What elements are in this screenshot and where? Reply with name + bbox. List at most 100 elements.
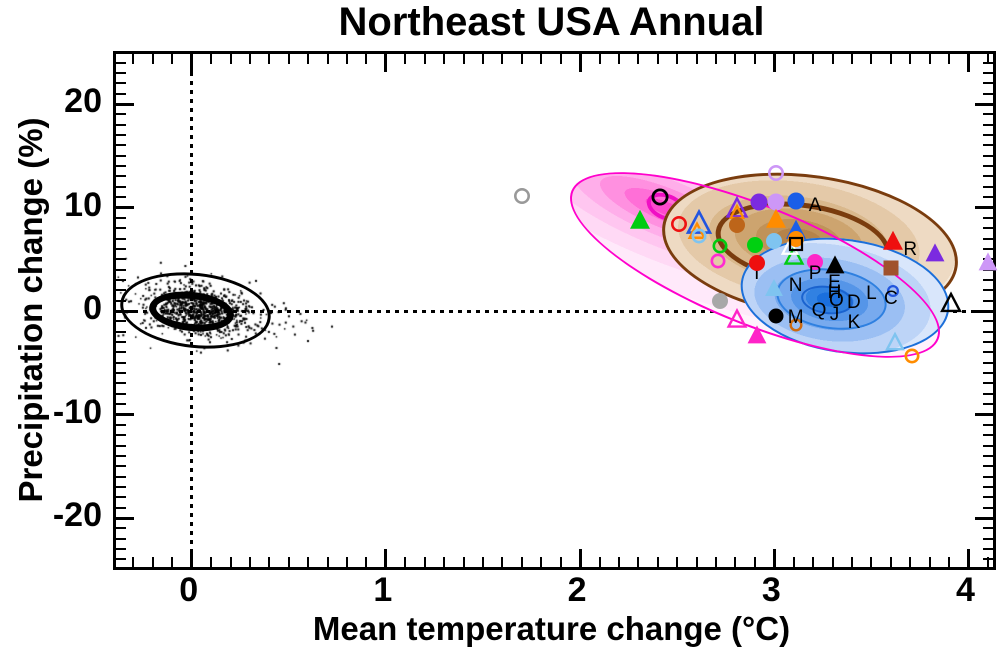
- tick: [975, 102, 993, 106]
- tick: [983, 278, 993, 281]
- marker-filled-triangle: [765, 279, 784, 297]
- marker-open-triangle: [685, 208, 712, 234]
- tick: [116, 227, 126, 230]
- tick: [656, 557, 659, 567]
- tick: [116, 392, 126, 395]
- tick: [983, 165, 993, 168]
- tick: [715, 54, 718, 64]
- model-letter-I: I: [754, 262, 760, 284]
- model-letter-E: E: [828, 272, 841, 294]
- tick: [116, 237, 126, 240]
- tick: [983, 465, 993, 468]
- tick: [384, 54, 388, 72]
- tick: [753, 54, 756, 64]
- tick: [365, 557, 368, 567]
- tick: [983, 372, 993, 375]
- tick: [676, 54, 679, 64]
- model-letter-N: N: [788, 275, 803, 297]
- tick: [983, 485, 993, 488]
- tick: [116, 516, 134, 520]
- tick: [983, 403, 993, 406]
- tick: [116, 372, 126, 375]
- x-tick-label: 0: [179, 571, 199, 609]
- tick: [983, 330, 993, 333]
- tick: [983, 134, 993, 137]
- tick: [983, 558, 993, 561]
- tick: [116, 537, 126, 540]
- tick: [520, 557, 523, 567]
- marker-open-circle: [671, 216, 688, 233]
- tick: [559, 557, 562, 567]
- marker-filled-square: [883, 260, 899, 276]
- tick: [909, 54, 912, 64]
- marker-open-circle: [513, 188, 530, 205]
- tick: [116, 309, 134, 313]
- tick: [116, 165, 126, 168]
- marker-filled-circle: [711, 292, 728, 309]
- marker-open-square: [788, 237, 803, 252]
- tick: [983, 496, 993, 499]
- tick: [559, 54, 562, 64]
- tick: [151, 54, 154, 64]
- tick: [132, 557, 135, 567]
- tick: [116, 216, 126, 219]
- tick: [116, 185, 126, 188]
- tick: [116, 496, 126, 499]
- tick: [975, 206, 993, 209]
- tick: [983, 382, 993, 385]
- tick: [210, 557, 213, 567]
- tick: [116, 82, 126, 85]
- tick: [287, 54, 290, 64]
- marker-open-triangle: [725, 195, 749, 218]
- marker-filled-circle: [807, 253, 824, 270]
- tick: [983, 527, 993, 530]
- tick: [983, 392, 993, 395]
- tick: [983, 185, 993, 188]
- tick: [578, 54, 582, 72]
- tick: [443, 54, 446, 64]
- tick: [983, 361, 993, 364]
- tick: [975, 413, 993, 416]
- chart-title: Northeast USA Annual: [338, 0, 765, 44]
- tick: [116, 485, 126, 488]
- tick: [850, 54, 853, 64]
- tick: [656, 54, 659, 64]
- marker-open-triangle: [884, 331, 905, 351]
- tick: [983, 299, 993, 302]
- tick: [812, 54, 815, 64]
- marker-filled-triangle: [747, 325, 767, 344]
- tick: [983, 175, 993, 178]
- tick: [171, 557, 174, 567]
- tick: [772, 549, 776, 567]
- tick: [501, 557, 504, 567]
- tick: [116, 92, 126, 95]
- tick: [307, 54, 310, 64]
- tick: [116, 258, 126, 261]
- model-letter-R: R: [903, 238, 918, 260]
- marker-filled-circle: [746, 236, 763, 253]
- tick: [983, 144, 993, 147]
- marker-filled-circle: [787, 192, 805, 210]
- marker-open-circle: [691, 228, 707, 244]
- marker-filled-triangle: [630, 209, 651, 229]
- tick: [792, 557, 795, 567]
- tick: [116, 465, 126, 468]
- tick: [116, 558, 126, 561]
- y-tick-label: 10: [64, 185, 102, 224]
- tick: [116, 330, 126, 333]
- tick: [268, 557, 271, 567]
- tick: [365, 54, 368, 64]
- tick: [116, 123, 126, 126]
- tick: [734, 54, 737, 64]
- tick: [346, 557, 349, 567]
- model-letter-Q: Q: [811, 300, 827, 321]
- tick: [983, 216, 993, 219]
- tick: [983, 434, 993, 437]
- tick: [831, 54, 834, 64]
- y-tick-label: 0: [83, 289, 102, 327]
- tick: [695, 54, 698, 64]
- tick: [715, 557, 718, 567]
- tick: [617, 557, 620, 567]
- marker-open-circle: [789, 318, 803, 332]
